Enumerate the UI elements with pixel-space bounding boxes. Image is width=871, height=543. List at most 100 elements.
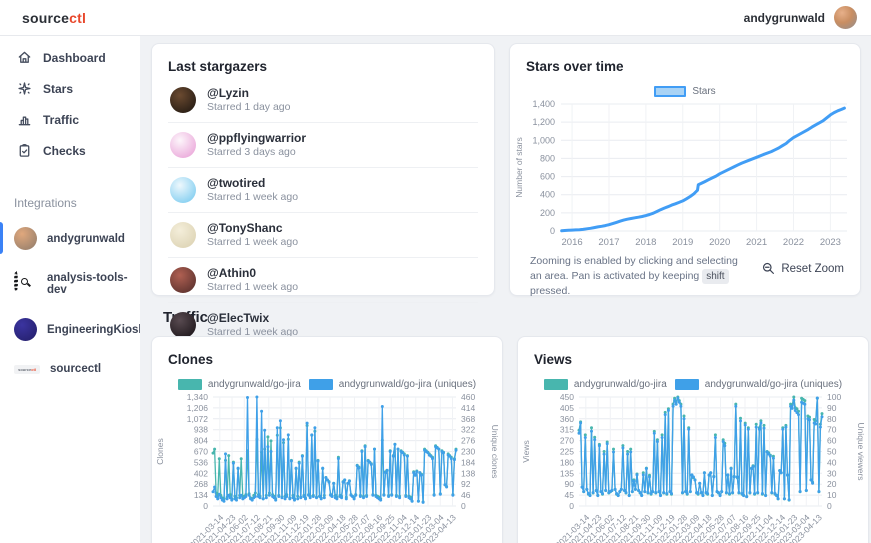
stars-legend: Stars: [510, 84, 860, 98]
user-menu[interactable]: andygrunwald: [744, 6, 857, 29]
user-avatar[interactable]: [834, 6, 857, 29]
legend-entry[interactable]: Stars: [654, 85, 716, 97]
integration-item-andygrunwald[interactable]: andygrunwald: [0, 220, 140, 257]
integration-item-analysis-tools-dev[interactable]: analysis-tools-dev: [0, 265, 140, 303]
svg-text:Clones: Clones: [155, 438, 165, 464]
sidebar-item-checks[interactable]: Checks: [0, 135, 140, 166]
svg-text:360: 360: [560, 414, 574, 424]
sidebar-nav: Dashboard Stars Traffic Checks: [0, 36, 140, 166]
svg-text:90: 90: [565, 479, 575, 489]
sidebar-item-dashboard[interactable]: Dashboard: [0, 42, 140, 73]
svg-text:414: 414: [461, 403, 475, 413]
svg-text:800: 800: [540, 153, 555, 163]
legend-swatch: [543, 378, 568, 390]
stargazer-handle: @twotired: [207, 176, 266, 190]
stargazer-info: @TonyShanc Starred 1 week ago: [207, 221, 298, 249]
svg-text:276: 276: [461, 436, 475, 446]
integration-item-sourcectl[interactable]: source ctl sourcectl: [0, 356, 140, 382]
svg-text:200: 200: [540, 208, 555, 218]
zoom-note: Zooming is enabled by clicking and selec…: [530, 254, 752, 299]
sidebar-item-stars[interactable]: Stars: [0, 73, 140, 104]
stargazer-row[interactable]: @twotired Starred 1 week ago: [168, 168, 478, 213]
legend-label: andygrunwald/go-jira: [573, 378, 667, 390]
zoom-out-icon: [763, 262, 775, 274]
stargazer-starred-ago: Starred 1 week ago: [207, 191, 299, 203]
main-content: Last stargazers @Lyzin Starred 1 day ago @…: [140, 36, 871, 543]
stargazer-row[interactable]: @Lyzin Starred 1 day ago: [168, 78, 478, 123]
legend-label: Stars: [692, 85, 716, 97]
svg-text:600: 600: [540, 172, 555, 182]
svg-text:0: 0: [550, 226, 555, 236]
svg-text:0: 0: [203, 501, 208, 511]
stars-line-chart[interactable]: 1,400 1,200 1,000 800 600 400 200 0 2016 2017 2018…: [510, 98, 862, 248]
svg-text:400: 400: [540, 190, 555, 200]
svg-text:135: 135: [560, 468, 574, 478]
svg-text:60: 60: [827, 436, 837, 446]
svg-text:45: 45: [565, 490, 575, 500]
svg-text:2021: 2021: [746, 237, 767, 248]
zoom-note-text: Zooming is enabled by clicking and selec…: [530, 255, 738, 282]
svg-text:268: 268: [194, 479, 208, 489]
stargazer-avatar: [170, 312, 196, 338]
stargazer-info: @twotired Starred 1 week ago: [207, 176, 298, 204]
svg-text:30: 30: [827, 468, 837, 478]
stargazer-row[interactable]: @Athin0 Starred 1 week ago: [168, 258, 478, 303]
svg-text:1,072: 1,072: [187, 414, 209, 424]
svg-text:92: 92: [461, 479, 471, 489]
stargazer-row[interactable]: @TonyShanc Starred 1 week ago: [168, 213, 478, 258]
legend-swatch: [308, 378, 333, 390]
brand-logo[interactable]: sourcectl: [22, 10, 86, 26]
svg-text:1,200: 1,200: [532, 117, 555, 127]
legend-swatch: [177, 378, 202, 390]
zoom-note-row: Zooming is enabled by clicking and selec…: [510, 248, 860, 299]
integration-name: sourcectl: [50, 363, 102, 375]
svg-text:804: 804: [194, 436, 208, 446]
legend-entry[interactable]: andygrunwald/go-jira (uniques): [674, 378, 843, 390]
integration-name: EngineeringKiosk: [47, 323, 145, 336]
sourcectl-mini-logo: source ctl: [14, 364, 40, 374]
views-legend: andygrunwald/go-jira andygrunwald/go-jira…: [518, 377, 868, 391]
svg-text:1,340: 1,340: [187, 392, 209, 402]
zoom-note-text-2: pressed.: [530, 285, 571, 297]
clipboard-check-icon: [19, 144, 30, 157]
integration-logo-disc: [14, 318, 37, 341]
active-indicator: [0, 222, 3, 254]
reset-zoom-button[interactable]: Reset Zoom: [762, 262, 844, 275]
svg-text:138: 138: [461, 468, 475, 478]
svg-text:2019: 2019: [672, 237, 693, 248]
sidebar-item-label: Checks: [43, 143, 86, 158]
legend-entry[interactable]: andygrunwald/go-jira: [177, 378, 301, 390]
gear-search-icon: [14, 270, 37, 296]
stargazer-avatar: [170, 222, 196, 248]
legend-swatch: [654, 85, 687, 97]
integrations-list: andygrunwald analysis-tools-dev Engineerin…: [0, 220, 145, 382]
stargazer-handle: @Athin0: [207, 266, 257, 280]
stargazer-info: @Athin0 Starred 1 week ago: [207, 266, 298, 294]
stars-chart-title: Stars over time: [526, 59, 624, 74]
sidebar-item-traffic[interactable]: Traffic: [0, 104, 140, 135]
legend-label: andygrunwald/go-jira: [207, 378, 301, 390]
home-icon: [18, 51, 31, 63]
stargazer-row[interactable]: @ElecTwix Starred 1 week ago: [168, 303, 478, 347]
stargazer-handle: @ElecTwix: [207, 311, 270, 325]
reset-zoom-label: Reset Zoom: [781, 262, 844, 275]
legend-entry[interactable]: andygrunwald/go-jira (uniques): [308, 378, 476, 390]
svg-text:Views: Views: [521, 440, 531, 463]
stargazer-row[interactable]: @ppflyingwarrior Starred 3 days ago: [168, 123, 478, 168]
legend-entry[interactable]: andygrunwald/go-jira: [543, 378, 667, 390]
integration-item-engineeringkiosk[interactable]: EngineeringKiosk: [0, 311, 145, 348]
top-header: sourcectl andygrunwald: [0, 0, 871, 36]
svg-text:315: 315: [560, 425, 574, 435]
svg-text:2022: 2022: [783, 237, 804, 248]
legend-label: andygrunwald/go-jira (uniques): [704, 378, 843, 390]
stargazer-list: @Lyzin Starred 1 day ago @ppflyingwarrior S…: [168, 78, 478, 347]
svg-text:270: 270: [560, 436, 574, 446]
svg-text:938: 938: [194, 425, 208, 435]
stargazer-handle: @ppflyingwarrior: [207, 131, 307, 145]
stargazer-handle: @TonyShanc: [207, 221, 283, 235]
legend-swatch: [674, 378, 699, 390]
svg-text:184: 184: [461, 457, 475, 467]
